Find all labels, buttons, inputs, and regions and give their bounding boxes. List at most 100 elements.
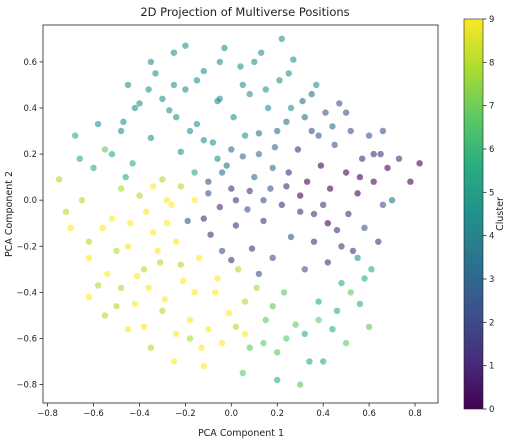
data-point — [324, 259, 331, 266]
x-tick-label: 0.8 — [408, 409, 422, 419]
y-tick-label: −0.6 — [16, 334, 37, 344]
x-tick-label: 0.0 — [225, 409, 239, 419]
data-point — [223, 162, 230, 169]
data-point — [131, 104, 139, 112]
data-point — [230, 114, 237, 121]
data-point — [285, 169, 292, 176]
data-point — [235, 266, 242, 273]
y-axis-ticks: −0.8 −0.6 −0.4 −0.2 0.0 0.2 0.4 0.6 — [16, 58, 43, 391]
data-point — [274, 349, 281, 356]
data-point — [55, 176, 63, 183]
data-point — [140, 323, 148, 331]
data-point — [117, 127, 125, 135]
data-point — [186, 316, 194, 324]
data-point — [145, 86, 152, 93]
colorbar-tick-label: 4 — [489, 232, 494, 242]
data-point — [356, 173, 364, 181]
data-point — [388, 197, 396, 204]
y-tick-label: 0.2 — [23, 150, 37, 160]
data-point — [76, 155, 83, 162]
data-point — [147, 344, 155, 351]
data-point — [303, 178, 311, 185]
data-point — [177, 183, 184, 190]
data-point — [276, 77, 283, 84]
data-point — [301, 330, 308, 338]
data-point — [193, 120, 201, 128]
data-point — [124, 81, 132, 89]
data-point — [207, 231, 214, 238]
data-point — [308, 90, 315, 98]
data-point — [104, 270, 111, 278]
data-point — [156, 259, 164, 266]
data-point — [191, 197, 198, 204]
data-point — [324, 220, 331, 227]
data-point — [278, 201, 285, 208]
data-point — [361, 224, 368, 231]
data-point — [173, 238, 180, 245]
data-point — [131, 300, 139, 308]
data-point — [182, 86, 189, 93]
data-point — [196, 254, 203, 261]
data-point — [241, 298, 249, 305]
data-point — [67, 224, 74, 231]
colorbar-tick-label: 8 — [489, 58, 494, 68]
data-point — [173, 330, 180, 338]
data-point — [159, 176, 166, 183]
data-point — [354, 254, 361, 261]
data-point — [329, 123, 336, 130]
data-point — [260, 197, 267, 204]
data-point — [232, 197, 240, 204]
data-point — [379, 127, 387, 135]
data-point — [379, 201, 387, 208]
colorbar-tick-label: 6 — [489, 145, 494, 155]
data-point — [140, 266, 148, 273]
data-point — [315, 316, 322, 324]
data-point — [182, 42, 189, 49]
data-point — [370, 150, 377, 158]
data-point — [150, 229, 157, 236]
data-point — [191, 289, 198, 296]
y-tick-label: −0.4 — [16, 288, 37, 298]
data-point — [214, 275, 221, 282]
y-tick-label: −0.2 — [16, 242, 37, 252]
data-point — [255, 270, 263, 278]
data-point — [315, 132, 322, 139]
data-point — [262, 316, 269, 324]
data-point — [129, 160, 136, 167]
data-point — [191, 169, 198, 176]
data-point — [310, 238, 318, 245]
data-point — [253, 284, 260, 291]
data-point — [147, 58, 155, 66]
data-point — [255, 150, 263, 158]
data-points — [55, 35, 423, 388]
data-point — [170, 81, 178, 89]
data-point — [152, 70, 159, 77]
data-point — [179, 277, 187, 284]
data-point — [209, 139, 217, 146]
data-point — [193, 77, 201, 84]
data-point — [287, 104, 295, 112]
data-point — [365, 132, 373, 139]
data-point — [251, 58, 258, 66]
data-point — [338, 279, 345, 287]
data-point — [354, 190, 361, 197]
data-point — [113, 303, 120, 310]
data-point — [218, 339, 226, 347]
data-point — [108, 215, 116, 222]
data-point — [94, 120, 102, 128]
colorbar-tick-label: 3 — [489, 275, 494, 285]
data-point — [269, 303, 276, 310]
x-tick-label: −0.6 — [83, 409, 104, 419]
data-point — [177, 148, 184, 155]
data-point — [170, 49, 178, 56]
data-point — [161, 296, 168, 303]
data-point — [205, 326, 212, 333]
data-point — [278, 35, 285, 42]
data-point — [186, 335, 194, 342]
data-point — [154, 247, 161, 255]
data-point — [301, 266, 308, 273]
data-point — [368, 266, 375, 273]
x-tick-label: 0.4 — [316, 409, 330, 419]
data-point — [262, 86, 269, 93]
data-point — [168, 201, 175, 208]
